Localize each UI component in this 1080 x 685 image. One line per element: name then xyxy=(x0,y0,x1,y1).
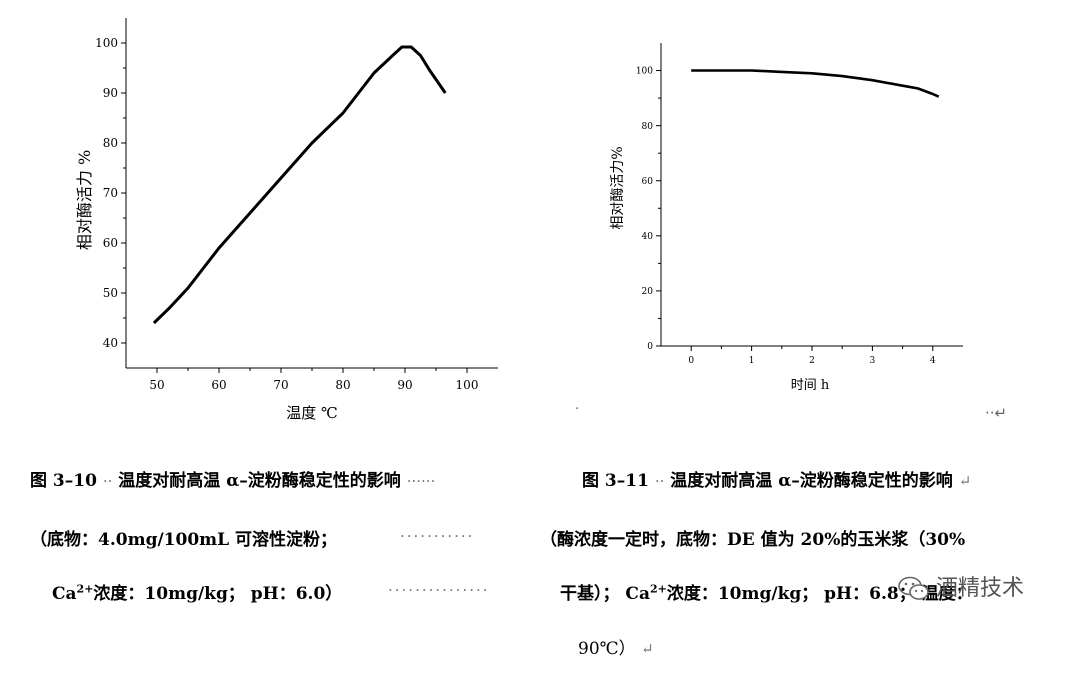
center-dot-mark: · xyxy=(575,402,580,417)
y-tick-label: 90 xyxy=(103,86,118,100)
text: 90℃） xyxy=(578,639,636,659)
chart1-y-axis-label: 相对酶活力 % xyxy=(75,150,94,250)
x-tick-label: 60 xyxy=(211,378,226,392)
text: 浓度：10mg/kg； pH：6.8； 温度： xyxy=(666,584,973,604)
y-tick-label: 70 xyxy=(103,186,118,200)
watermark-text: 酒精技术 xyxy=(936,576,1025,601)
dots: ··········· xyxy=(400,527,475,545)
paragraph-mark: ↵ xyxy=(641,640,654,658)
fig2-desc: 温度对耐高温 α–淀粉酶稳定性的影响 xyxy=(670,471,953,491)
x-tick-label: 4 xyxy=(930,356,936,366)
superscript: 2+ xyxy=(76,582,94,596)
dots: ·· xyxy=(654,472,665,490)
chart1-x-axis-label: 温度 ℃ xyxy=(286,404,338,422)
y-tick-label: 40 xyxy=(103,336,118,350)
fig1-title: 图 3–10 xyxy=(30,471,97,491)
fig2-condition-line3: 90℃） ↵ xyxy=(578,634,654,659)
chart2-x-axis-label: 时间 h xyxy=(791,378,830,393)
x-tick-label: 70 xyxy=(273,378,288,392)
chart2-y-axis-label: 相对酶活力% xyxy=(610,146,626,229)
y-tick-label: 50 xyxy=(103,286,118,300)
fig1-condition-line2: Ca2+浓度：10mg/kg； pH：6.0） xyxy=(52,579,342,604)
watermark: 酒精技术 xyxy=(898,570,1024,602)
fig1-condition-line1: （底物：4.0mg/100mL 可溶性淀粉； xyxy=(30,530,338,550)
dots: ··············· xyxy=(388,581,490,599)
fig1-desc: 温度对耐高温 α–淀粉酶稳定性的影响 xyxy=(118,471,401,491)
y-tick-label: 20 xyxy=(642,287,654,297)
x-tick-label: 2 xyxy=(809,356,815,366)
chart2-series-line xyxy=(691,69,940,98)
text: 干基）； Ca xyxy=(560,584,650,604)
fig2-condition-line1: （酶浓度一定时，底物：DE 值为 20%的玉米浆（30% xyxy=(540,530,966,550)
fig2-condition-line2: 干基）； Ca2+浓度：10mg/kg； pH：6.8； 温度： xyxy=(560,579,973,604)
figure-caption-3-11: 图 3–11 ·· 温度对耐高温 α–淀粉酶稳定性的影响 ↵ xyxy=(582,466,971,491)
dots: ·· xyxy=(102,472,113,490)
dots: ······ xyxy=(406,472,436,490)
y-tick-label: 80 xyxy=(642,122,654,132)
x-tick-label: 0 xyxy=(688,356,694,366)
text: Ca xyxy=(52,584,77,604)
chart1-axes: 50 60 70 80 90 100 40 50 60 70 80 90 100 xyxy=(95,18,498,392)
superscript: 2+ xyxy=(649,582,667,596)
y-tick-label: 100 xyxy=(95,36,118,50)
paragraph-mark: ↵ xyxy=(958,472,972,490)
fig2-title: 图 3–11 xyxy=(582,471,649,491)
x-tick-label: 3 xyxy=(870,356,876,366)
x-tick-label: 90 xyxy=(397,378,412,392)
y-tick-label: 0 xyxy=(647,342,653,352)
x-tick-label: 50 xyxy=(149,378,164,392)
x-tick-label: 80 xyxy=(335,378,350,392)
figure-caption-3-10: 图 3–10 ·· 温度对耐高温 α–淀粉酶稳定性的影响 ······ xyxy=(30,466,435,491)
y-tick-label: 80 xyxy=(103,136,118,150)
wechat-icon xyxy=(898,576,929,600)
y-tick-label: 60 xyxy=(103,236,118,250)
y-tick-label: 40 xyxy=(642,232,654,242)
x-tick-label: 100 xyxy=(456,378,479,392)
x-tick-label: 1 xyxy=(749,356,755,366)
y-tick-label: 100 xyxy=(636,67,653,77)
text: 浓度：10mg/kg； pH：6.0） xyxy=(93,584,343,604)
chart1-series-line xyxy=(152,45,447,325)
paragraph-mark-arrow: ··↵ xyxy=(985,404,1008,422)
y-tick-label: 60 xyxy=(642,177,654,187)
